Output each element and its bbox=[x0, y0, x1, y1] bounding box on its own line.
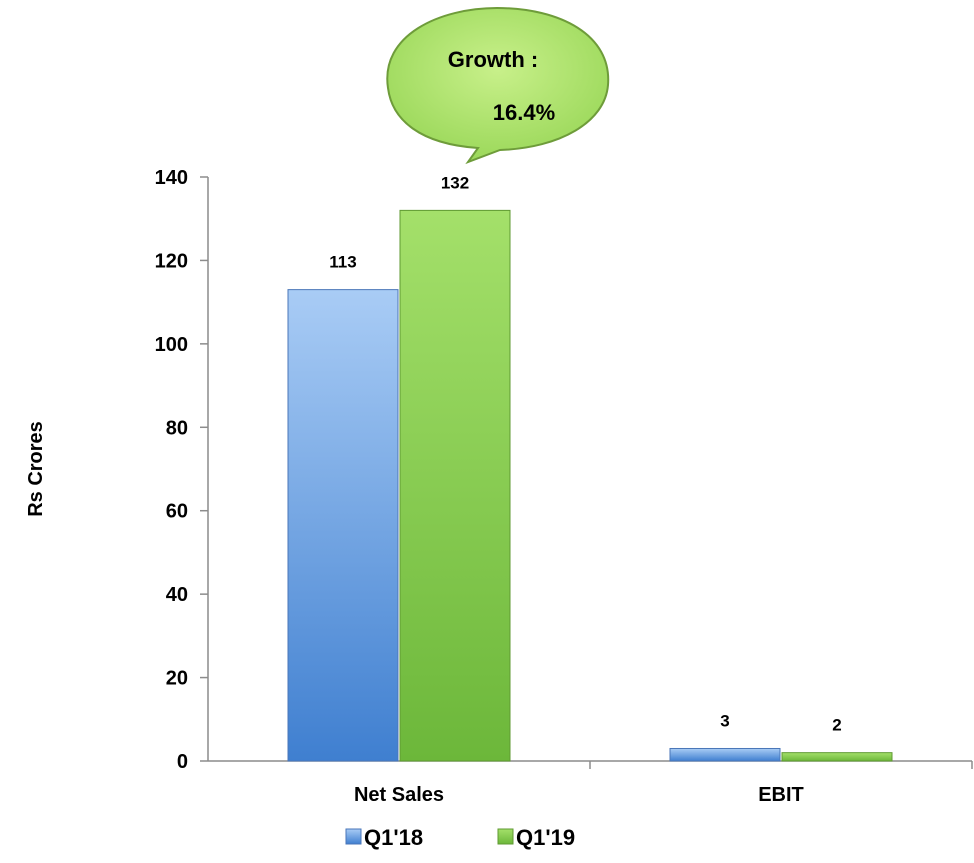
legend-swatch bbox=[497, 828, 514, 845]
bar bbox=[781, 752, 893, 762]
x-category-label: EBIT bbox=[758, 784, 804, 806]
axes: 0 20 40 60 80 100 120 140 Net Sales EBIT bbox=[155, 167, 973, 806]
data-labels: 113 132 3 2 bbox=[329, 173, 841, 734]
bar bbox=[399, 209, 511, 762]
y-axis-label: Rs Crores bbox=[25, 421, 47, 517]
callout-bubble bbox=[386, 6, 610, 165]
legend-label: Q1'19 bbox=[516, 825, 575, 850]
y-tick-label: 40 bbox=[166, 584, 188, 606]
x-category-label: Net Sales bbox=[354, 784, 444, 806]
bars bbox=[287, 209, 893, 762]
bar-value-label: 132 bbox=[441, 173, 469, 192]
y-tick-label: 140 bbox=[155, 167, 188, 189]
callout-line-2: 16.4% bbox=[493, 100, 555, 125]
y-tick-label: 120 bbox=[155, 250, 188, 272]
legend-label: Q1'18 bbox=[364, 825, 423, 850]
growth-callout: Growth : 16.4% bbox=[386, 6, 610, 165]
bar-value-label: 113 bbox=[329, 253, 356, 272]
y-tick-label: 0 bbox=[177, 751, 188, 773]
y-tick-label: 80 bbox=[166, 417, 188, 439]
bar-value-label: 2 bbox=[832, 716, 841, 735]
bar bbox=[287, 289, 399, 762]
bar bbox=[669, 747, 781, 762]
callout-line-1: Growth : bbox=[448, 47, 538, 72]
legend-swatch bbox=[345, 828, 362, 845]
y-tick-label: 60 bbox=[166, 501, 188, 523]
legend: Q1'18 Q1'19 bbox=[345, 825, 575, 850]
y-tick-label: 100 bbox=[155, 334, 188, 356]
bar-value-label: 3 bbox=[720, 711, 729, 730]
y-tick-label: 20 bbox=[166, 668, 188, 690]
